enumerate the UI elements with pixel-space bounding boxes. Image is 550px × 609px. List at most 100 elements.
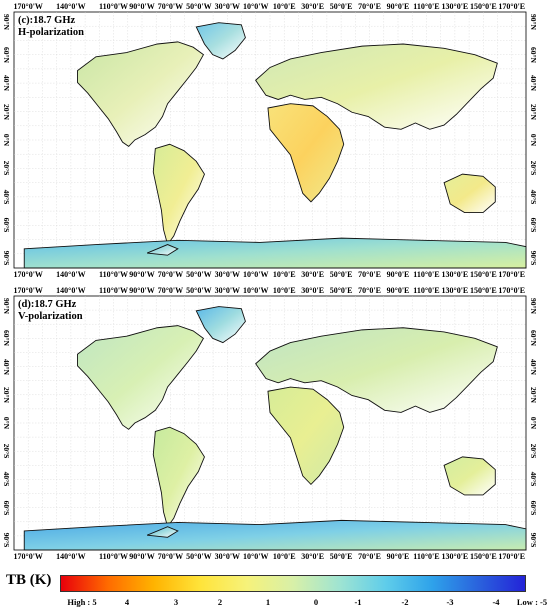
latitude-tick-label-left: 0°N: [2, 133, 11, 147]
landmass-north-america: [77, 42, 203, 147]
longitude-tick-label-bottom: 70°0'W: [157, 552, 184, 561]
landmass-greenland: [196, 23, 245, 59]
longitude-tick-label-bottom: 30°0'E: [301, 270, 325, 279]
colorbar-tick-label: -1: [354, 597, 362, 607]
longitude-tick-label-top: 70°0'E: [358, 286, 381, 295]
latitude-tick-label-left: 20°N: [2, 386, 11, 403]
landmass-eurasia: [256, 44, 498, 129]
latitude-tick-label-left: 40°S: [2, 472, 11, 487]
longitude-tick-label-bottom: 30°0'W: [214, 552, 241, 561]
landmass-north-america: [77, 326, 203, 430]
latitude-tick-label-left: 90°S: [2, 250, 11, 266]
longitude-tick-label-top: 30°0'E: [301, 286, 325, 295]
longitude-tick-label-bottom: 170°0'W: [13, 270, 43, 279]
landmass-antarctic-peninsula: [147, 245, 178, 256]
panel-label: (d):18.7 GHz V-polarization: [18, 299, 83, 323]
longitude-tick-label-top: 150°0'E: [469, 2, 497, 11]
latitude-tick-label-right: 40°N: [529, 75, 538, 92]
latitude-tick-label-left: 60°S: [2, 217, 11, 233]
latitude-tick-label-left: 60°N: [2, 330, 11, 347]
longitude-tick-label-top: 170°0'W: [13, 2, 43, 11]
landmass-greenland: [196, 307, 245, 343]
longitude-tick-label-top: 50°0'E: [329, 2, 353, 11]
latitude-tick-label-left: 20°S: [2, 443, 11, 459]
landmass-africa: [268, 104, 344, 202]
longitude-tick-label-top: 30°0'W: [214, 286, 241, 295]
longitude-tick-label-bottom: 140°0'W: [56, 270, 86, 279]
longitude-tick-label-top: 110°0'W: [99, 2, 129, 11]
latitude-tick-label-right: 90°S: [529, 250, 538, 266]
latitude-tick-label-left: 90°S: [2, 532, 11, 548]
longitude-tick-label-bottom: 90°0'W: [129, 270, 155, 279]
longitude-tick-label-top: 140°0'W: [56, 286, 86, 295]
latitude-tick-label-right: 60°N: [529, 330, 538, 347]
landmass-africa: [268, 387, 344, 484]
panel-polarization-label: V-polarization: [18, 311, 83, 322]
colorbar-tick-label: 4: [124, 597, 130, 607]
latitude-tick-label-right: 40°N: [529, 358, 538, 375]
colorbar-tick-label: Low : -5: [516, 597, 548, 607]
longitude-tick-label-top: 30°0'W: [214, 2, 241, 11]
longitude-tick-label-top: 90°0'E: [386, 286, 410, 295]
latitude-tick-label-left: 60°N: [2, 46, 11, 63]
colorbar-gradient: [60, 575, 526, 592]
longitude-tick-label-bottom: 90°0'E: [386, 552, 410, 561]
longitude-tick-label-bottom: 150°0'E: [469, 270, 497, 279]
longitude-tick-label-bottom: 70°0'E: [358, 552, 381, 561]
longitude-tick-label-bottom: 30°0'E: [301, 552, 325, 561]
map-svg: [13, 295, 550, 564]
colorbar-tick-label: 0: [313, 597, 319, 607]
longitude-tick-label-bottom: 30°0'W: [214, 270, 241, 279]
latitude-tick-label-right: 20°N: [529, 103, 538, 120]
latitude-tick-label-right: 20°S: [529, 161, 538, 176]
longitude-tick-label-top: 10°0'W: [243, 2, 269, 11]
panel-label: (c):18.7 GHz H-polarization: [18, 15, 84, 39]
longitude-tick-label-top: 170°0'E: [498, 286, 526, 295]
longitude-tick-label-bottom: 130°0'E: [441, 552, 469, 561]
latitude-tick-label-left: 20°N: [2, 103, 11, 120]
longitude-tick-label-bottom: 170°0'E: [498, 552, 526, 561]
longitude-tick-label-top: 110°0'E: [413, 286, 440, 295]
longitude-tick-label-top: 10°0'W: [243, 286, 269, 295]
longitude-tick-label-top: 70°0'W: [157, 286, 184, 295]
longitude-tick-label-top: 90°0'E: [386, 2, 410, 11]
longitude-tick-label-bottom: 10°0'E: [272, 552, 296, 561]
latitude-tick-label-right: 40°S: [529, 472, 538, 487]
longitude-tick-label-bottom: 140°0'W: [56, 552, 86, 561]
longitude-tick-label-bottom: 10°0'W: [243, 270, 269, 279]
longitude-tick-label-top: 170°0'W: [13, 286, 43, 295]
longitude-tick-label-bottom: 110°0'E: [413, 270, 440, 279]
latitude-tick-label-right: 60°S: [529, 217, 538, 233]
longitude-tick-label-bottom: 50°0'E: [329, 552, 353, 561]
longitude-tick-label-top: 110°0'W: [99, 286, 129, 295]
longitude-tick-label-bottom: 50°0'W: [186, 552, 212, 561]
longitude-tick-label-top: 10°0'E: [272, 286, 296, 295]
colorbar-tick-label: 2: [217, 597, 223, 607]
latitude-tick-label-left: 90°N: [2, 298, 11, 314]
longitude-tick-label-bottom: 110°0'E: [413, 552, 440, 561]
longitude-tick-label-bottom: 50°0'W: [186, 270, 212, 279]
longitude-tick-label-bottom: 150°0'E: [469, 552, 497, 561]
landmass-antarctica: [24, 520, 526, 550]
longitude-tick-label-top: 140°0'W: [56, 2, 86, 11]
colorbar-title: TB (K): [6, 572, 52, 588]
latitude-tick-label-right: 20°N: [529, 386, 538, 403]
longitude-tick-label-top: 50°0'E: [329, 286, 353, 295]
colorbar-tick-label: 1: [265, 597, 271, 607]
latitude-tick-label-left: 20°S: [2, 161, 11, 176]
latitude-tick-label-left: 90°N: [2, 14, 11, 30]
longitude-tick-label-top: 110°0'E: [413, 2, 440, 11]
longitude-tick-label-bottom: 10°0'W: [243, 552, 269, 561]
longitude-tick-label-bottom: 50°0'E: [329, 270, 353, 279]
latitude-tick-label-right: 40°S: [529, 189, 538, 205]
longitude-tick-label-top: 30°0'E: [301, 2, 325, 11]
longitude-tick-label-bottom: 110°0'W: [99, 552, 129, 561]
longitude-tick-label-bottom: 110°0'W: [99, 270, 129, 279]
latitude-tick-label-right: 60°N: [529, 46, 538, 63]
panel-polarization-label: H-polarization: [18, 27, 84, 38]
landmass-australia: [444, 174, 495, 212]
map-panel-v-polarization: 170°0'W 170°0'W 140°0'W 140°0'W 110°0'W 110°0…: [0, 284, 550, 564]
longitude-tick-label-top: 170°0'E: [498, 2, 526, 11]
panel-frequency-label: (d):18.7 GHz: [18, 299, 77, 310]
latitude-tick-label-right: 0°N: [529, 133, 538, 147]
